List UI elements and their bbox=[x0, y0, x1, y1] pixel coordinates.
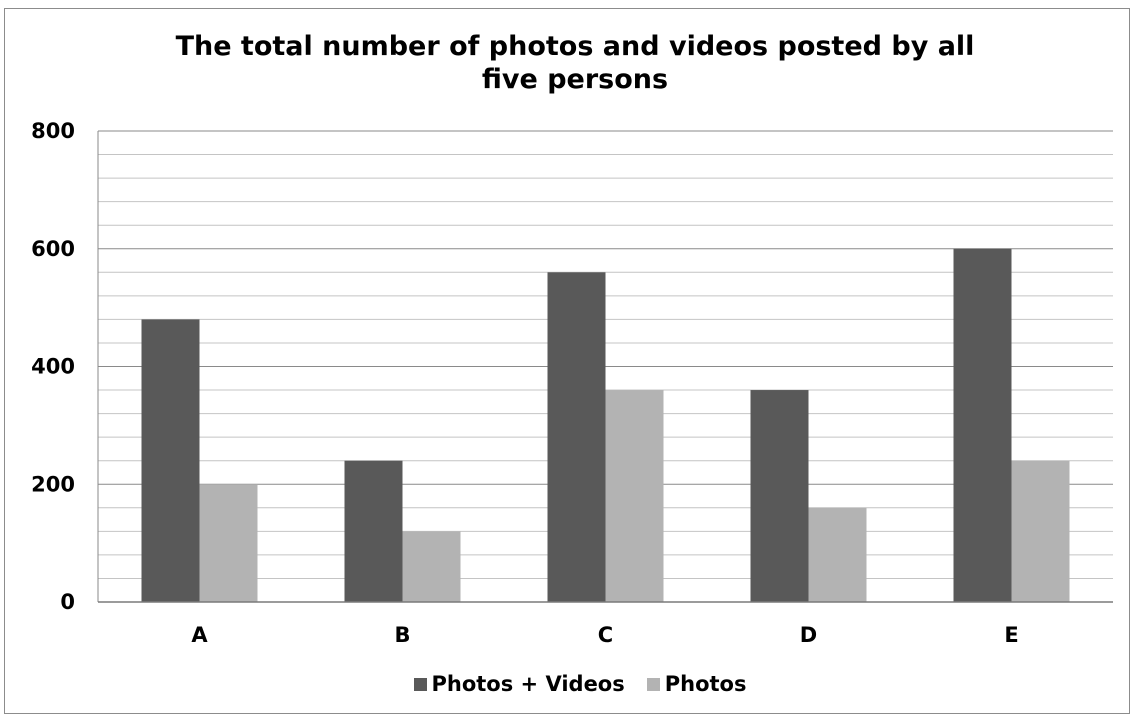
axis-layer bbox=[97, 131, 1113, 603]
legend-label-photos-videos: Photos + Videos bbox=[431, 672, 625, 696]
bar-photos-a bbox=[199, 484, 258, 602]
chart-legend: Photos + Videos Photos bbox=[0, 672, 1134, 696]
x-tick-label-e: E bbox=[1004, 623, 1018, 647]
legend-item-photos: Photos bbox=[646, 672, 747, 696]
y-tick-label-200: 200 bbox=[31, 472, 75, 496]
chart-title-line-2: five persons bbox=[481, 64, 669, 95]
bar-photos-b bbox=[402, 531, 461, 602]
bar-photos-d bbox=[808, 507, 867, 602]
bar-photos-videos-a bbox=[141, 319, 200, 602]
legend-label-photos: Photos bbox=[664, 672, 747, 696]
y-tick-label-400: 400 bbox=[31, 355, 75, 379]
y-tick-label-600: 600 bbox=[31, 237, 75, 261]
bar-photos-videos-c bbox=[547, 272, 606, 602]
bar-photos-videos-e bbox=[953, 248, 1012, 602]
legend-item-photos-videos: Photos + Videos bbox=[413, 672, 625, 696]
chart-title-line-1: The total number of photos and videos po… bbox=[175, 31, 975, 62]
x-tick-label-b: B bbox=[394, 623, 410, 647]
bar-photos-c bbox=[605, 390, 664, 602]
bar-layer bbox=[141, 248, 1070, 602]
y-tick-label-0: 0 bbox=[60, 590, 75, 614]
legend-swatch-photos bbox=[646, 677, 660, 691]
bar-photos-e bbox=[1011, 460, 1070, 602]
x-tick-label-c: C bbox=[598, 623, 613, 647]
label-layer: A B C D E 0 200 400 600 800 bbox=[31, 119, 1019, 647]
y-tick-label-800: 800 bbox=[31, 119, 75, 143]
legend-swatch-photos-videos bbox=[413, 677, 427, 691]
bar-photos-videos-d bbox=[750, 390, 809, 602]
x-tick-label-a: A bbox=[191, 623, 208, 647]
bar-photos-videos-b bbox=[344, 460, 403, 602]
chart-title: The total number of photos and videos po… bbox=[0, 30, 1134, 96]
x-tick-label-d: D bbox=[800, 623, 817, 647]
